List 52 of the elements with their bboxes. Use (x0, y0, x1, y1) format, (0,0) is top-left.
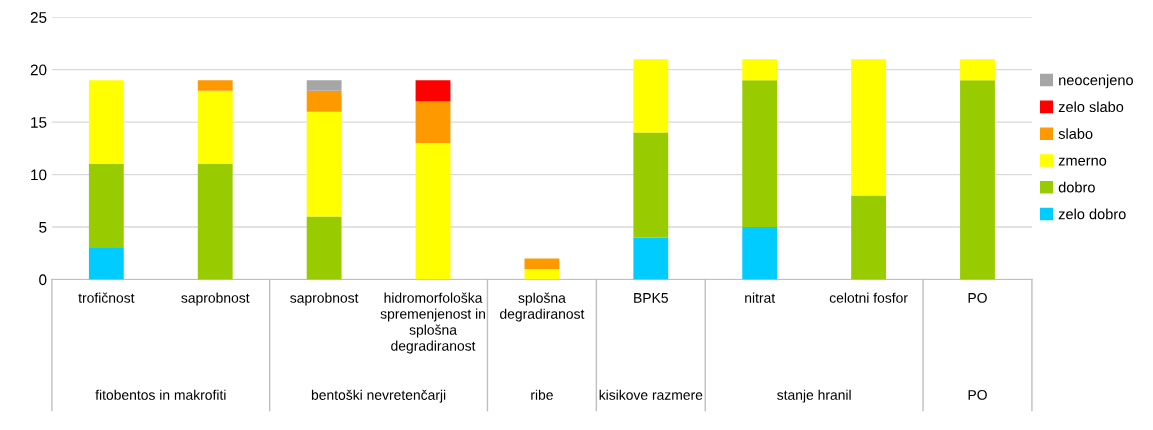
x-tick-label: PO (968, 292, 987, 303)
y-tick-label: 20 (30, 64, 47, 76)
text: ribe (531, 389, 553, 400)
legend-label: neocenjeno (1059, 74, 1133, 89)
bar (742, 59, 778, 81)
bar (524, 269, 560, 280)
y-tick-label: 0 (39, 274, 47, 286)
bar (306, 216, 342, 280)
y-tick-label: 5 (39, 222, 47, 233)
x-tick-label: saprobnost (290, 292, 359, 306)
text: bentoški nevretenčarji (311, 389, 446, 403)
bar (88, 248, 124, 280)
bar (306, 111, 342, 217)
bar (306, 90, 342, 112)
bar (742, 227, 778, 280)
bar (524, 258, 560, 270)
bar (306, 80, 342, 91)
legend-label: zelo slabo (1058, 101, 1124, 113)
x-tick-label: celotni fosfor (829, 292, 908, 303)
bar (415, 80, 451, 102)
legend-label: slabo (1058, 128, 1093, 139)
x-tick-label: saprobnost (181, 292, 250, 306)
bar (633, 237, 669, 280)
text: fitobentos in makrofiti (95, 389, 226, 400)
text: stanje hranil (777, 389, 851, 403)
legend-label: zelo dobro (1058, 208, 1126, 220)
y-tick-label: 15 (31, 117, 47, 128)
x-tick-label: trofičnost (78, 292, 135, 303)
bar (851, 59, 887, 196)
text: PO (968, 390, 987, 400)
bar (415, 101, 451, 144)
y-tick-label: 10 (31, 169, 47, 181)
legend-label: dobro (1058, 181, 1095, 193)
x-tick-label: splošna degradiranost (500, 292, 585, 322)
bar (633, 132, 669, 238)
bar (415, 143, 451, 280)
bar (197, 164, 233, 280)
x-tick-label: nitrat (745, 292, 776, 303)
x-tick-label: hidromorfološka spremenjenost in splošna degradiranost (380, 292, 485, 354)
bar (851, 195, 887, 280)
x-tick-label: BPK5 (634, 293, 668, 303)
bar (960, 59, 995, 81)
bar (88, 80, 124, 165)
text: kisikove razmere (599, 389, 703, 400)
legend-label: zmerno (1058, 157, 1107, 166)
bar (742, 80, 778, 228)
bar (88, 164, 124, 249)
bar (197, 80, 233, 91)
bar (633, 59, 669, 133)
y-tick-label: 25 (30, 12, 47, 23)
bar (960, 80, 995, 280)
bar (197, 90, 233, 165)
